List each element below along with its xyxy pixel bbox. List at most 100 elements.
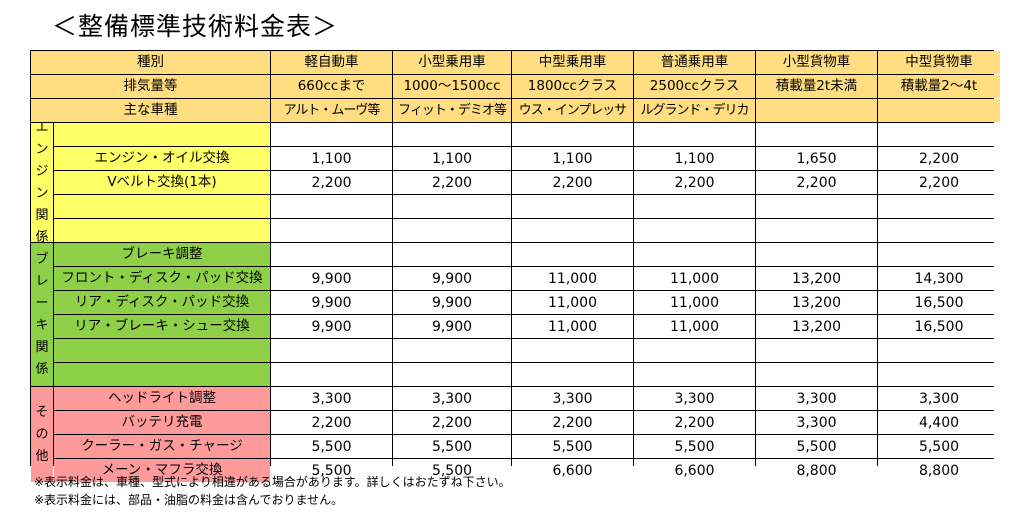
price-cell: 2,200 — [756, 171, 877, 194]
price-cell — [634, 195, 755, 218]
header-mid-cargo: 中型貨物車 — [878, 51, 1000, 74]
price-cell: 5,500 — [878, 435, 1000, 458]
price-cell — [512, 363, 633, 386]
price-cell: 9,900 — [393, 267, 511, 290]
category-char: 他 — [35, 448, 49, 464]
price-cell: 2,200 — [878, 171, 1000, 194]
header-small-passenger: 小型乗用車 — [393, 51, 511, 74]
header-models-small: フィット・デミオ等 — [393, 99, 511, 122]
price-cell — [271, 219, 392, 242]
price-cell: 9,900 — [271, 291, 392, 314]
price-cell — [512, 123, 633, 146]
service-item: メーン・マフラ交換 — [54, 459, 270, 482]
service-item: フロント・ディスク・パッド交換 — [54, 267, 270, 290]
price-cell: 11,000 — [512, 291, 633, 314]
category-brake: ブレーキ関係 — [31, 243, 53, 386]
category-engine: エンジン関係 — [31, 123, 53, 242]
category-char: 関 — [35, 207, 49, 223]
service-item — [54, 363, 270, 386]
price-cell: 8,800 — [756, 459, 877, 482]
price-cell: 3,300 — [393, 387, 511, 410]
header-models-mid: ウス・インプレッサ — [512, 99, 633, 122]
price-cell — [878, 123, 1000, 146]
category-char: エ — [35, 123, 49, 135]
price-cell — [634, 339, 755, 362]
price-cell: 16,500 — [878, 315, 1000, 338]
category-other: その他 — [31, 387, 53, 482]
price-cell: 3,300 — [271, 387, 392, 410]
category-char: 関 — [35, 339, 49, 355]
price-cell — [512, 195, 633, 218]
price-cell: 2,200 — [393, 411, 511, 434]
price-cell — [756, 339, 877, 362]
price-cell: 6,600 — [512, 459, 633, 482]
header-models-mid-cargo — [878, 99, 1000, 122]
price-cell — [393, 363, 511, 386]
price-cell: 13,200 — [756, 315, 877, 338]
category-char: キ — [35, 317, 49, 333]
price-cell: 11,000 — [634, 267, 755, 290]
price-cell — [393, 243, 511, 266]
price-cell: 8,800 — [878, 459, 1000, 482]
price-cell: 2,200 — [271, 411, 392, 434]
price-cell: 2,200 — [512, 411, 633, 434]
price-cell: 5,500 — [393, 435, 511, 458]
category-char: 係 — [35, 361, 49, 377]
service-item: クーラー・ガス・チャージ — [54, 435, 270, 458]
header-displacement-kei: 660ccまで — [271, 75, 392, 98]
price-cell: 5,500 — [271, 459, 392, 482]
price-cell — [393, 195, 511, 218]
price-cell: 3,300 — [634, 387, 755, 410]
price-cell — [271, 339, 392, 362]
category-char: レ — [35, 273, 49, 289]
price-cell: 6,600 — [634, 459, 755, 482]
service-item: リア・ディスク・パッド交換 — [54, 291, 270, 314]
price-cell — [878, 363, 1000, 386]
page-title: ＜整備標準技術料金表＞ — [52, 12, 339, 41]
header-capacity-small: 積載量2t未満 — [756, 75, 877, 98]
price-cell: 1,100 — [634, 147, 755, 170]
price-cell — [878, 339, 1000, 362]
price-cell — [512, 339, 633, 362]
header-displacement-mid: 1800ccクラス — [512, 75, 633, 98]
price-cell: 3,300 — [878, 387, 1000, 410]
header-capacity-mid: 積載量2～4t — [878, 75, 1000, 98]
price-cell: 14,300 — [878, 267, 1000, 290]
price-cell: 2,200 — [512, 171, 633, 194]
header-displacement-small: 1000～1500cc — [393, 75, 511, 98]
price-cell — [271, 363, 392, 386]
price-cell: 11,000 — [512, 267, 633, 290]
header-mid-passenger: 中型乗用車 — [512, 51, 633, 74]
service-item — [54, 123, 270, 146]
price-cell: 11,000 — [512, 315, 633, 338]
price-cell — [271, 195, 392, 218]
price-cell — [634, 219, 755, 242]
header-displacement-regular: 2500ccクラス — [634, 75, 755, 98]
price-cell: 2,200 — [393, 171, 511, 194]
service-item — [54, 195, 270, 218]
price-cell: 16,500 — [878, 291, 1000, 314]
category-char: ー — [35, 295, 49, 311]
category-char: ブ — [35, 251, 49, 267]
price-cell: 1,650 — [756, 147, 877, 170]
header-models-small-cargo — [756, 99, 877, 122]
header-models-kei: アルト・ムーヴ等 — [271, 99, 392, 122]
header-models-regular: ルグランド・デリカ — [634, 99, 755, 122]
category-char: そ — [35, 404, 49, 420]
price-table: 種別 軽自動車 小型乗用車 中型乗用車 普通乗用車 小型貨物車 中型貨物車 排気… — [30, 50, 1000, 482]
price-cell: 9,900 — [393, 315, 511, 338]
price-cell: 5,500 — [271, 435, 392, 458]
header-kei: 軽自動車 — [271, 51, 392, 74]
price-cell: 5,500 — [634, 435, 755, 458]
price-cell — [756, 363, 877, 386]
header-regular-passenger: 普通乗用車 — [634, 51, 755, 74]
service-item: Vベルト交換(1本) — [54, 171, 270, 194]
service-item: エンジン・オイル交換 — [54, 147, 270, 170]
footnote: ※表示料金には、部品・油脂の料金は含んでおりません。 — [34, 493, 344, 507]
service-item: ブレーキ調整 — [54, 243, 270, 266]
price-cell: 11,000 — [634, 315, 755, 338]
price-cell: 9,900 — [393, 291, 511, 314]
service-item: リア・ブレーキ・シュー交換 — [54, 315, 270, 338]
price-cell — [393, 339, 511, 362]
price-cell — [634, 123, 755, 146]
